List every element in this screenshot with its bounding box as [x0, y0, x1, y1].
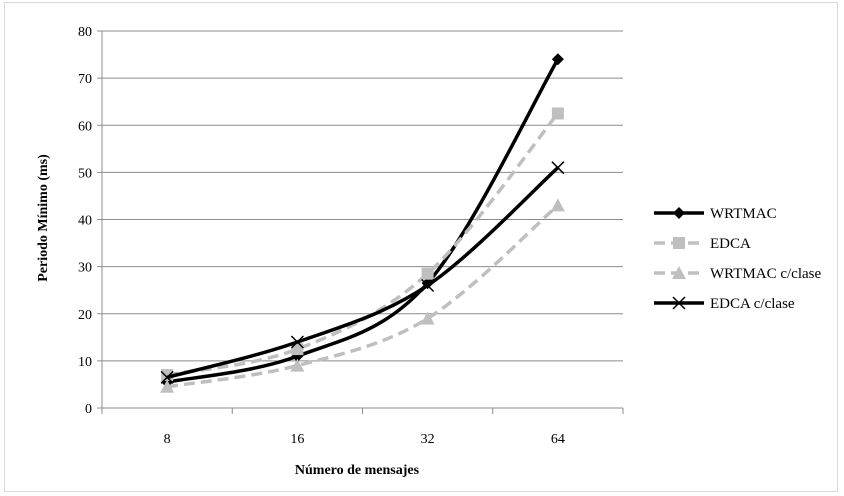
data-point: [421, 267, 434, 280]
y-tick-label: 30: [78, 261, 92, 276]
legend-item: EDCA c/clase: [654, 296, 795, 312]
legend-marker: [672, 266, 686, 279]
series-lines: [160, 53, 565, 393]
data-point: [290, 335, 304, 349]
data-point: [551, 107, 564, 120]
x-tick-label: 8: [164, 432, 171, 447]
data-point: [550, 198, 565, 212]
x-tick-label: 16: [290, 432, 304, 447]
series-wrtmac-c-clase: [160, 198, 565, 393]
y-axis-label: Periodo Mínimo (ms): [36, 154, 51, 282]
series-line: [166, 58, 560, 384]
data-point: [160, 370, 174, 384]
y-tick-label: 50: [78, 166, 92, 181]
legend-label: WRTMAC c/clase: [710, 266, 821, 282]
y-tick-label: 20: [78, 308, 92, 323]
y-tick-label: 0: [85, 402, 92, 417]
y-tick-label: 10: [78, 355, 92, 370]
data-point: [290, 358, 305, 372]
data-point: [420, 311, 435, 325]
legend-label: WRTMAC: [710, 206, 777, 222]
x-axis-label: Número de mensajes: [295, 463, 420, 478]
legend-marker: [673, 237, 685, 249]
series-edca: [161, 107, 564, 382]
legend-label: EDCA: [710, 236, 751, 252]
y-tick-label: 70: [78, 72, 92, 87]
y-tick-label: 40: [78, 214, 92, 229]
data-point: [291, 343, 304, 356]
legend-item: WRTMAC: [654, 206, 777, 222]
y-tick-labels: 0 10 20 30 40 50 60 70 80: [78, 25, 92, 417]
legend-marker: [672, 296, 686, 310]
legend-item: WRTMAC c/clase: [654, 266, 821, 282]
legend-label: EDCA c/clase: [710, 296, 795, 312]
legend-item: EDCA: [654, 236, 751, 252]
series-line: [166, 166, 560, 380]
series-line: [166, 112, 560, 377]
data-point: [551, 53, 564, 66]
series-edca-c-clase: [160, 161, 565, 384]
legend: WRTMAC EDCA WRTMAC c/clase EDCA c/clase: [654, 206, 821, 312]
x-tick-label: 64: [551, 432, 565, 447]
legend-marker: [673, 207, 685, 219]
gridlines: [102, 30, 623, 362]
data-point: [421, 278, 435, 293]
series-line: [166, 204, 560, 389]
axes: [97, 30, 624, 414]
data-point: [551, 161, 565, 175]
data-point: [160, 379, 175, 393]
x-tick-label: 32: [421, 432, 435, 447]
y-tick-label: 60: [78, 119, 92, 134]
chart-frame: [4, 2, 838, 492]
y-tick-label: 80: [78, 25, 92, 40]
x-tick-labels: 8 16 32 64: [164, 432, 565, 447]
